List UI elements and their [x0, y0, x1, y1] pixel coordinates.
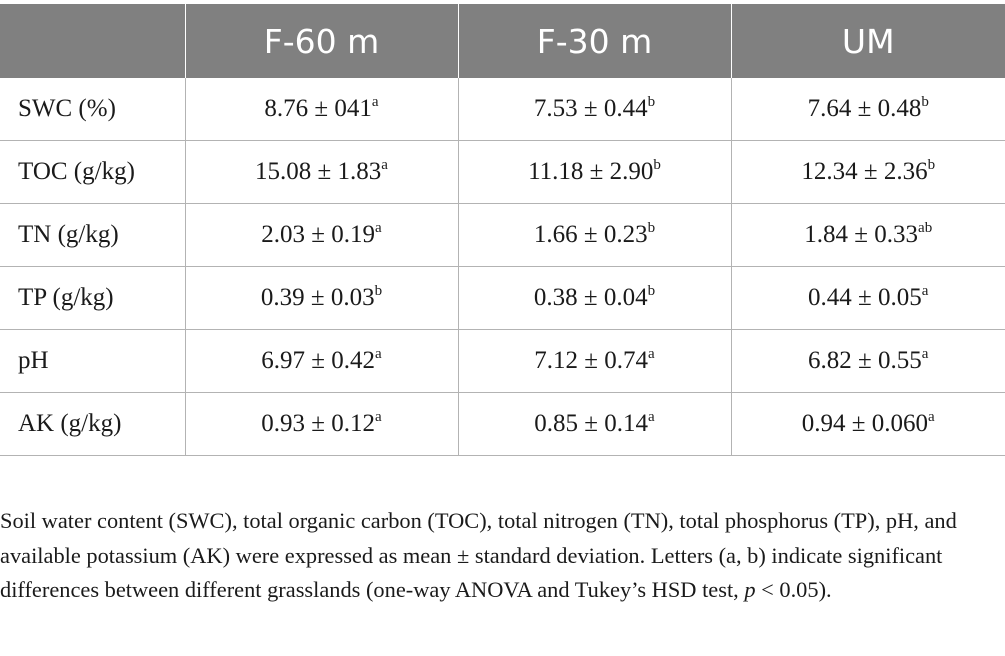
significance-letter: b	[647, 220, 656, 236]
cell-value: 0.44 ± 0.05	[808, 284, 922, 311]
significance-letter: a	[381, 157, 388, 173]
row-label: TOC (g/kg)	[0, 140, 185, 204]
significance-letter: b	[927, 157, 936, 173]
table-row: TOC (g/kg) 15.08 ± 1.83a 11.18 ± 2.90b 1…	[0, 140, 1005, 204]
table-cell: 8.76 ± 041a	[184, 78, 458, 141]
table-cell: 0.94 ± 0.060a	[730, 392, 1005, 456]
cell-value: 1.84 ± 0.33	[804, 221, 919, 248]
header-cell-f60: F-60 m	[184, 4, 458, 78]
table-cell: 1.84 ± 0.33ab	[730, 203, 1005, 267]
table-cell: 15.08 ± 1.83a	[184, 140, 458, 204]
p-value-symbol: p	[744, 577, 756, 602]
table-cell: 0.44 ± 0.05a	[730, 266, 1005, 330]
table-cell: 0.38 ± 0.04b	[457, 266, 731, 330]
cell-value: 0.94 ± 0.060	[801, 410, 929, 437]
table-row: pH 6.97 ± 0.42a 7.12 ± 0.74a 6.82 ± 0.55…	[0, 329, 1005, 393]
table-cell: 12.34 ± 2.36b	[730, 140, 1005, 204]
significance-letter: a	[648, 346, 655, 362]
row-label: TP (g/kg)	[0, 266, 185, 330]
cell-value: 0.85 ± 0.14	[534, 410, 649, 437]
significance-letter: a	[375, 346, 382, 362]
significance-letter: b	[374, 283, 383, 299]
cell-value: 1.66 ± 0.23	[533, 221, 648, 248]
soil-properties-table: F-60 m F-30 m UM SWC (%) 8.76 ± 041a 7.5…	[0, 4, 1005, 456]
table-row: SWC (%) 8.76 ± 041a 7.53 ± 0.44b 7.64 ± …	[0, 78, 1005, 141]
cell-value: 8.76 ± 041	[264, 95, 372, 122]
cell-value: 0.38 ± 0.04	[533, 284, 648, 311]
table-row: TP (g/kg) 0.39 ± 0.03b 0.38 ± 0.04b 0.44…	[0, 266, 1005, 330]
table-row: AK (g/kg) 0.93 ± 0.12a 0.85 ± 0.14a 0.94…	[0, 392, 1005, 456]
footnote-text-end: < 0.05).	[755, 577, 832, 602]
cell-value: 11.18 ± 2.90	[528, 158, 654, 185]
row-label: SWC (%)	[0, 78, 185, 141]
significance-letter: a	[375, 220, 382, 236]
significance-letter: b	[921, 94, 929, 110]
table-cell: 6.97 ± 0.42a	[184, 329, 458, 393]
cell-value: 0.39 ± 0.03	[260, 284, 375, 311]
cell-value: 7.12 ± 0.74	[534, 347, 649, 374]
row-label: TN (g/kg)	[0, 203, 185, 267]
significance-letter: a	[375, 409, 382, 425]
table-cell: 7.12 ± 0.74a	[457, 329, 731, 393]
table-footnote: Soil water content (SWC), total organic …	[0, 504, 1005, 608]
header-cell-f30: F-30 m	[457, 4, 731, 78]
table-cell: 7.53 ± 0.44b	[457, 78, 731, 141]
table-cell: 0.39 ± 0.03b	[184, 266, 458, 330]
table-cell: 1.66 ± 0.23b	[457, 203, 731, 267]
significance-letter: a	[371, 94, 379, 110]
significance-letter: a	[921, 346, 929, 362]
row-label: pH	[0, 329, 185, 393]
significance-letter: a	[928, 409, 935, 425]
cell-value: 12.34 ± 2.36	[801, 158, 928, 185]
significance-letter: a	[648, 409, 655, 425]
header-cell-blank	[0, 4, 185, 78]
cell-value: 6.82 ± 0.55	[808, 347, 922, 374]
table-cell: 11.18 ± 2.90b	[457, 140, 731, 204]
cell-value: 7.64 ± 0.48	[807, 95, 922, 122]
table-cell: 0.93 ± 0.12a	[184, 392, 458, 456]
table-cell: 0.85 ± 0.14a	[457, 392, 731, 456]
table-cell: 7.64 ± 0.48b	[730, 78, 1005, 141]
cell-value: 6.97 ± 0.42	[261, 347, 376, 374]
footnote-text: Soil water content (SWC), total organic …	[0, 508, 957, 602]
table-row: TN (g/kg) 2.03 ± 0.19a 1.66 ± 0.23b 1.84…	[0, 203, 1005, 267]
significance-letter: b	[653, 157, 661, 173]
table-cell: 6.82 ± 0.55a	[730, 329, 1005, 393]
cell-value: 0.93 ± 0.12	[261, 410, 376, 437]
cell-value: 7.53 ± 0.44	[533, 95, 648, 122]
cell-value: 2.03 ± 0.19	[261, 221, 376, 248]
cell-value: 15.08 ± 1.83	[255, 158, 382, 185]
significance-letter: a	[921, 283, 929, 299]
significance-letter: b	[647, 283, 656, 299]
header-cell-um: UM	[730, 4, 1005, 78]
row-label: AK (g/kg)	[0, 392, 185, 456]
header-row: F-60 m F-30 m UM	[0, 4, 1005, 78]
table-cell: 2.03 ± 0.19a	[184, 203, 458, 267]
significance-letter: ab	[918, 220, 933, 236]
significance-letter: b	[647, 94, 656, 110]
